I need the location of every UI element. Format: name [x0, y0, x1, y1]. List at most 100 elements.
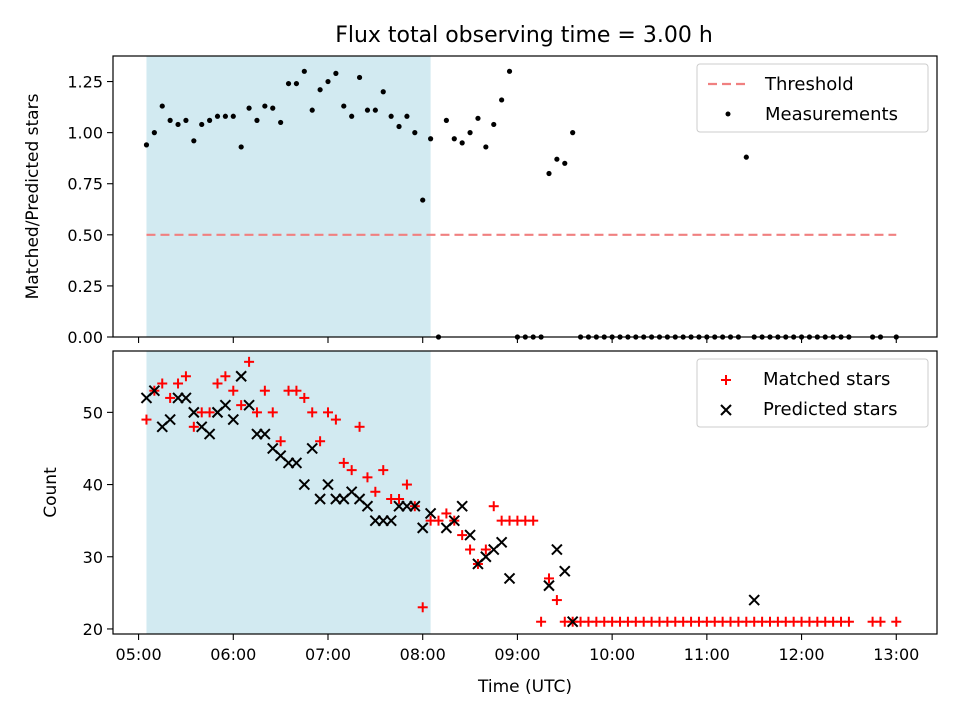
matched-star-point: [291, 385, 302, 396]
matched-star-point: [354, 421, 365, 432]
bottom-y-tick-label: 50: [83, 403, 103, 422]
cross-b: [559, 565, 571, 577]
predicted-star-point: [314, 493, 326, 505]
bottom-x-axis-ticks: 05:00 06:00 07:00 08:00 09:00 10:00 11:00 12:00…: [116, 634, 919, 664]
cross-b: [448, 514, 460, 527]
matched-star-point: [362, 472, 373, 483]
top-legend: Threshold Measurements: [696, 63, 929, 133]
predicted-star-point: [551, 543, 563, 556]
measurement-point: [349, 113, 355, 119]
measurement-point: [451, 136, 457, 142]
top-legend-box: [696, 63, 929, 133]
measurement-point: [270, 105, 276, 111]
predicted-star-point: [448, 514, 460, 527]
measurement-point: [499, 97, 505, 103]
cross-b: [243, 399, 255, 411]
bottom-panel: 20 30 40 50 05:00 06:00 07:00 08:00 09:00 10:00 1…: [41, 350, 938, 697]
measurement-point: [467, 130, 473, 136]
x-axis-label: Time (UTC): [477, 677, 572, 697]
matched-star-point: [251, 407, 262, 418]
cross-b: [361, 500, 374, 512]
predicted-star-point: [559, 565, 571, 577]
measurement-point: [159, 103, 165, 109]
measurement-point: [246, 105, 252, 111]
cross-b: [409, 500, 421, 512]
matched-star-point: [551, 595, 562, 606]
predicted-star-point: [417, 522, 429, 534]
predicted-star-point: [148, 384, 161, 397]
legend-plus-marker: [721, 375, 731, 385]
measurement-point: [262, 103, 268, 109]
top-y-tick-label: 0.25: [67, 277, 103, 296]
cross-b: [345, 486, 358, 498]
observing-span-top: [146, 56, 431, 337]
measurement-point: [404, 113, 410, 119]
matched-star-point: [401, 479, 412, 490]
bottom-y-tick-label: 20: [83, 620, 103, 639]
matched-star-point: [891, 616, 902, 627]
legend-threshold-label: Threshold: [764, 74, 854, 95]
cross-b: [298, 478, 311, 491]
cross-b: [267, 442, 279, 455]
matched-star-point: [338, 457, 349, 468]
matched-star-point: [141, 414, 152, 425]
legend-predicted-stars-swatch: [720, 404, 732, 416]
matched-star-point: [488, 501, 499, 512]
matched-star-point: [536, 616, 547, 627]
bottom-y-axis-ticks: 20 30 40 50: [83, 403, 113, 639]
predicted-stars-series: [140, 370, 760, 628]
predicted-star-point: [227, 413, 239, 426]
chart-title: Flux total observing time = 3.00 h: [335, 23, 713, 48]
measurement-point: [285, 80, 292, 87]
predicted-star-point: [566, 616, 579, 628]
cross-b: [314, 493, 326, 505]
cross-b: [385, 514, 397, 527]
measurement-point: [491, 121, 497, 128]
measurement-point: [743, 154, 749, 160]
measurement-point: [293, 80, 300, 87]
measurement-point: [412, 130, 418, 136]
predicted-star-point: [180, 392, 192, 404]
matched-star-point: [180, 371, 191, 382]
cross-b: [456, 500, 468, 512]
x-tick-label: 06:00: [210, 645, 256, 664]
cross-b: [353, 493, 366, 505]
measurement-point: [420, 197, 426, 203]
cross-b: [203, 428, 216, 440]
measurement-point: [475, 115, 481, 121]
matched-star-point: [417, 602, 428, 613]
cross-b: [219, 399, 232, 411]
cross-b: [503, 572, 516, 585]
cross-b: [566, 616, 579, 628]
matched-star-point: [165, 392, 176, 403]
matched-star-point: [378, 465, 389, 476]
predicted-star-point: [298, 478, 311, 491]
measurement-point: [191, 138, 197, 144]
predicted-star-point: [219, 399, 232, 411]
cross-b: [274, 449, 287, 462]
predicted-star-point: [456, 500, 468, 512]
x-tick-label: 08:00: [400, 645, 446, 664]
matched-star-point: [212, 378, 223, 389]
matched-star-point: [157, 378, 168, 389]
top-y-axis-ticks: 0.00 0.25 0.50 0.75 1.00 1.25: [67, 73, 113, 347]
measurement-point: [317, 87, 323, 93]
legend-cross-marker: [720, 404, 732, 416]
measurement-point: [428, 136, 434, 142]
measurement-point: [459, 140, 465, 146]
measurement-point: [238, 144, 244, 150]
cross-b: [464, 529, 476, 541]
cross-b: [306, 442, 318, 455]
predicted-star-point: [361, 500, 374, 512]
x-tick-label: 09:00: [494, 645, 540, 664]
cross-b: [290, 457, 303, 469]
measurement-point: [325, 78, 331, 85]
cross-b: [164, 413, 176, 426]
cross-b: [417, 522, 429, 534]
predicted-star-point: [164, 413, 176, 426]
bottom-y-tick-label: 40: [83, 476, 103, 495]
cross-b: [188, 406, 200, 419]
measurement-point: [562, 160, 568, 166]
measurement-point: [175, 121, 181, 128]
